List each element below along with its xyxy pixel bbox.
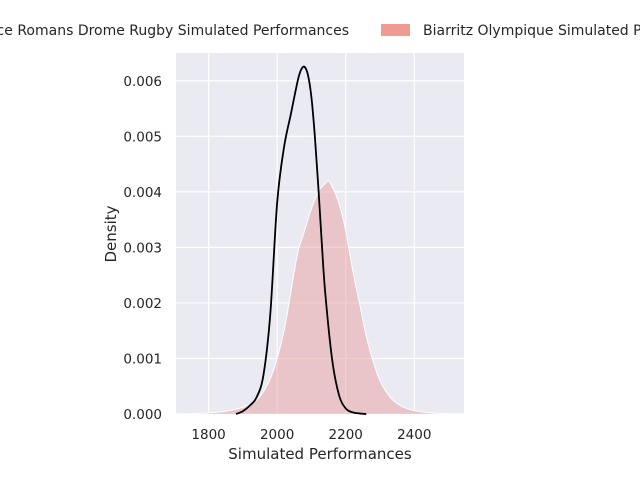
x-tick-label: 2000 — [260, 427, 294, 443]
valence-density-line — [235, 65, 367, 415]
series-layer — [182, 65, 453, 415]
x-tick-label: 1800 — [191, 427, 225, 443]
y-tick-label: 0.002 — [123, 296, 162, 312]
y-tick-label: 0.000 — [123, 407, 162, 423]
x-tick-label: 2200 — [329, 427, 363, 443]
y-tick-label: 0.001 — [123, 351, 162, 367]
y-tick-label: 0.005 — [123, 129, 162, 145]
y-tick-label: 0.003 — [123, 240, 162, 256]
biarritz-density-edge — [182, 180, 453, 415]
legend-swatch-biarritz — [381, 24, 410, 36]
x-axis-title: Simulated Performances — [228, 445, 412, 463]
x-tick-label: 2400 — [397, 427, 431, 443]
x-axis-ticks: 1800 2000 2200 2400 — [191, 427, 431, 443]
legend: Valence Romans Drome Rugby Simulated Per… — [0, 23, 640, 39]
y-axis-ticks: 0.000 0.001 0.002 0.003 0.004 0.005 0.006 — [123, 74, 162, 423]
legend-label-biarritz: Biarritz Olympique Simulated Performance… — [423, 23, 640, 39]
legend-label-valence: Valence Romans Drome Rugby Simulated Per… — [0, 23, 349, 39]
biarritz-density-area — [182, 180, 452, 414]
y-axis-title: Density — [102, 205, 120, 262]
y-tick-label: 0.004 — [123, 185, 162, 201]
y-tick-label: 0.006 — [123, 74, 162, 90]
